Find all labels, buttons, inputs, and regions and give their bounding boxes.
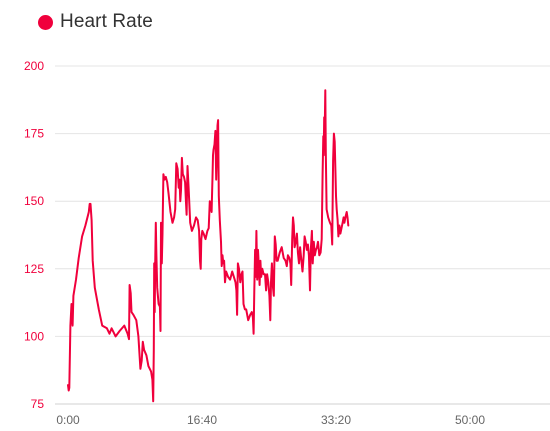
x-tick-label: 16:40 — [187, 413, 217, 427]
x-axis: 0:00 16:40 33:20 50:00 — [56, 413, 485, 427]
heart-rate-line[interactable] — [67, 89, 350, 403]
y-tick-label: 125 — [24, 262, 44, 276]
y-tick-label: 175 — [24, 127, 44, 141]
gridlines — [55, 65, 550, 405]
y-tick-label: 100 — [24, 329, 44, 343]
x-tick-label: 33:20 — [321, 413, 351, 427]
series-layer — [67, 89, 350, 403]
y-axis: 75 100 125 150 175 200 — [24, 59, 44, 411]
x-tick-label: 0:00 — [56, 413, 80, 427]
legend-swatch — [38, 14, 53, 30]
legend-label: Heart Rate — [60, 11, 153, 32]
y-tick-label: 75 — [31, 397, 45, 411]
y-tick-label: 150 — [24, 194, 44, 208]
y-tick-label: 200 — [24, 59, 44, 73]
x-tick-label: 50:00 — [455, 413, 485, 427]
legend[interactable]: Heart Rate — [38, 10, 153, 34]
